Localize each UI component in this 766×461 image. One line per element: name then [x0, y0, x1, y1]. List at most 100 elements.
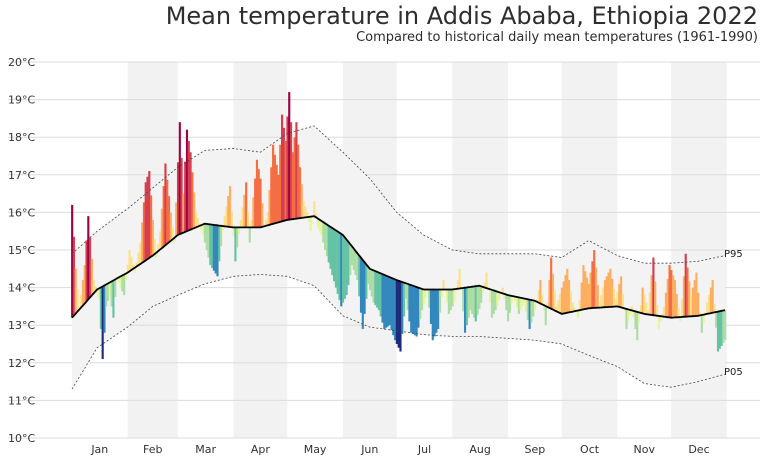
daily-anomaly-bar	[279, 144, 282, 222]
daily-anomaly-bar	[686, 267, 689, 317]
daily-anomaly-bar	[368, 268, 372, 291]
daily-anomaly-bar	[74, 268, 77, 314]
daily-anomaly-bar	[675, 293, 678, 318]
daily-anomaly-bar	[584, 271, 587, 310]
daily-anomaly-bar	[124, 273, 128, 281]
daily-anomaly-bar	[578, 300, 581, 311]
daily-anomaly-bar	[424, 289, 427, 298]
daily-anomaly-bar	[300, 184, 303, 218]
daily-anomaly-bar	[440, 289, 443, 297]
daily-anomaly-bar	[560, 287, 563, 314]
daily-anomaly-bar	[194, 212, 198, 228]
daily-anomaly-bar	[507, 295, 510, 322]
daily-anomaly-bar	[541, 295, 544, 305]
daily-anomaly-bar	[193, 192, 196, 229]
daily-anomaly-bar	[241, 207, 244, 228]
daily-anomaly-bar	[413, 286, 416, 336]
daily-anomaly-bar	[451, 289, 454, 307]
daily-anomaly-bar	[94, 286, 97, 292]
daily-anomaly-bar	[341, 234, 345, 303]
daily-anomaly-bar	[517, 297, 520, 314]
daily-anomaly-bar	[350, 246, 354, 266]
daily-anomaly-bar	[302, 201, 305, 218]
daily-anomaly-bar	[480, 286, 483, 303]
daily-anomaly-bar	[670, 270, 673, 318]
daily-anomaly-bar	[148, 171, 151, 259]
daily-anomaly-bar	[453, 289, 456, 303]
historical-band	[72, 125, 725, 390]
daily-anomaly-bar	[220, 225, 223, 247]
daily-anomaly-bar	[237, 227, 241, 234]
daily-anomaly-bar	[227, 196, 230, 227]
daily-anomaly-bar	[327, 225, 330, 263]
daily-anomaly-bar	[150, 195, 153, 257]
daily-anomaly-bar	[106, 283, 110, 301]
daily-anomaly-bar	[444, 289, 447, 292]
daily-anomaly-bar	[609, 268, 612, 307]
daily-anomaly-bar	[637, 312, 641, 323]
daily-anomaly-bar	[202, 224, 205, 235]
daily-anomaly-bar	[446, 289, 449, 303]
daily-anomaly-bar	[419, 288, 422, 319]
daily-anomaly-bar	[180, 157, 183, 234]
daily-anomaly-bar	[255, 159, 259, 228]
daily-anomaly-bar	[92, 280, 95, 294]
daily-anomaly-bar	[618, 283, 621, 307]
daily-anomaly-bar	[162, 186, 165, 247]
daily-anomaly-bar	[657, 315, 660, 329]
daily-anomaly-bar	[612, 288, 616, 307]
daily-anomaly-bar	[476, 285, 479, 316]
daily-anomaly-bar	[236, 227, 239, 248]
daily-anomaly-bar	[602, 287, 605, 308]
daily-anomaly-bar	[175, 202, 178, 237]
daily-anomaly-bar	[684, 253, 687, 317]
x-tick-label-sep: Sep	[524, 443, 545, 456]
daily-anomaly-bar	[338, 232, 341, 301]
x-tick-label-nov: Nov	[634, 443, 656, 456]
daily-anomaly-bar	[664, 292, 668, 317]
historical-range-band	[72, 125, 725, 390]
daily-anomaly-bar	[333, 229, 336, 282]
daily-anomaly-bar	[634, 311, 637, 329]
daily-anomaly-bar	[620, 276, 623, 308]
daily-anomaly-bar	[245, 182, 248, 228]
daily-anomaly-bar	[372, 270, 375, 303]
daily-anomaly-bar	[706, 302, 709, 314]
daily-anomaly-bar	[176, 162, 180, 235]
daily-anomaly-bar	[182, 193, 185, 233]
daily-anomaly-bar	[537, 290, 540, 303]
daily-anomaly-bar	[133, 267, 137, 273]
daily-anomaly-bar	[474, 286, 477, 322]
historical-mean-line	[71, 215, 726, 319]
daily-anomaly-bar	[347, 241, 350, 286]
daily-anomaly-bar	[523, 298, 526, 303]
daily-anomaly-bar	[437, 289, 440, 329]
daily-anomaly-bar	[532, 300, 535, 317]
daily-anomaly-bar	[356, 253, 359, 281]
daily-anomaly-bar	[385, 275, 388, 328]
daily-anomaly-bar	[98, 288, 101, 299]
y-tick-label: 19°C	[8, 94, 35, 107]
daily-anomaly-bar	[508, 295, 511, 313]
daily-anomaly-bar	[519, 297, 522, 311]
daily-anomaly-bar	[137, 252, 140, 266]
daily-anomaly-bar	[169, 212, 172, 241]
daily-anomaly-bar	[724, 310, 727, 341]
daily-anomaly-bar	[562, 281, 565, 314]
daily-anomaly-bar	[553, 290, 556, 311]
daily-anomaly-bar	[546, 302, 549, 307]
daily-anomaly-bar	[402, 282, 406, 317]
daily-anomaly-bar	[429, 289, 433, 324]
daily-anomaly-bar	[112, 280, 115, 318]
daily-anomaly-bar	[85, 240, 88, 302]
daily-anomaly-bar	[343, 237, 346, 299]
daily-anomaly-bar	[196, 218, 199, 227]
daily-anomaly-bar	[603, 280, 607, 308]
daily-anomaly-bar	[318, 219, 321, 232]
daily-anomaly-bar	[155, 252, 158, 258]
daily-anomaly-bar	[320, 220, 323, 235]
x-tick-label-apr: Apr	[251, 443, 271, 456]
daily-anomaly-bar	[559, 293, 562, 314]
daily-anomaly-bar	[123, 274, 126, 296]
daily-anomaly-bar	[185, 129, 189, 232]
